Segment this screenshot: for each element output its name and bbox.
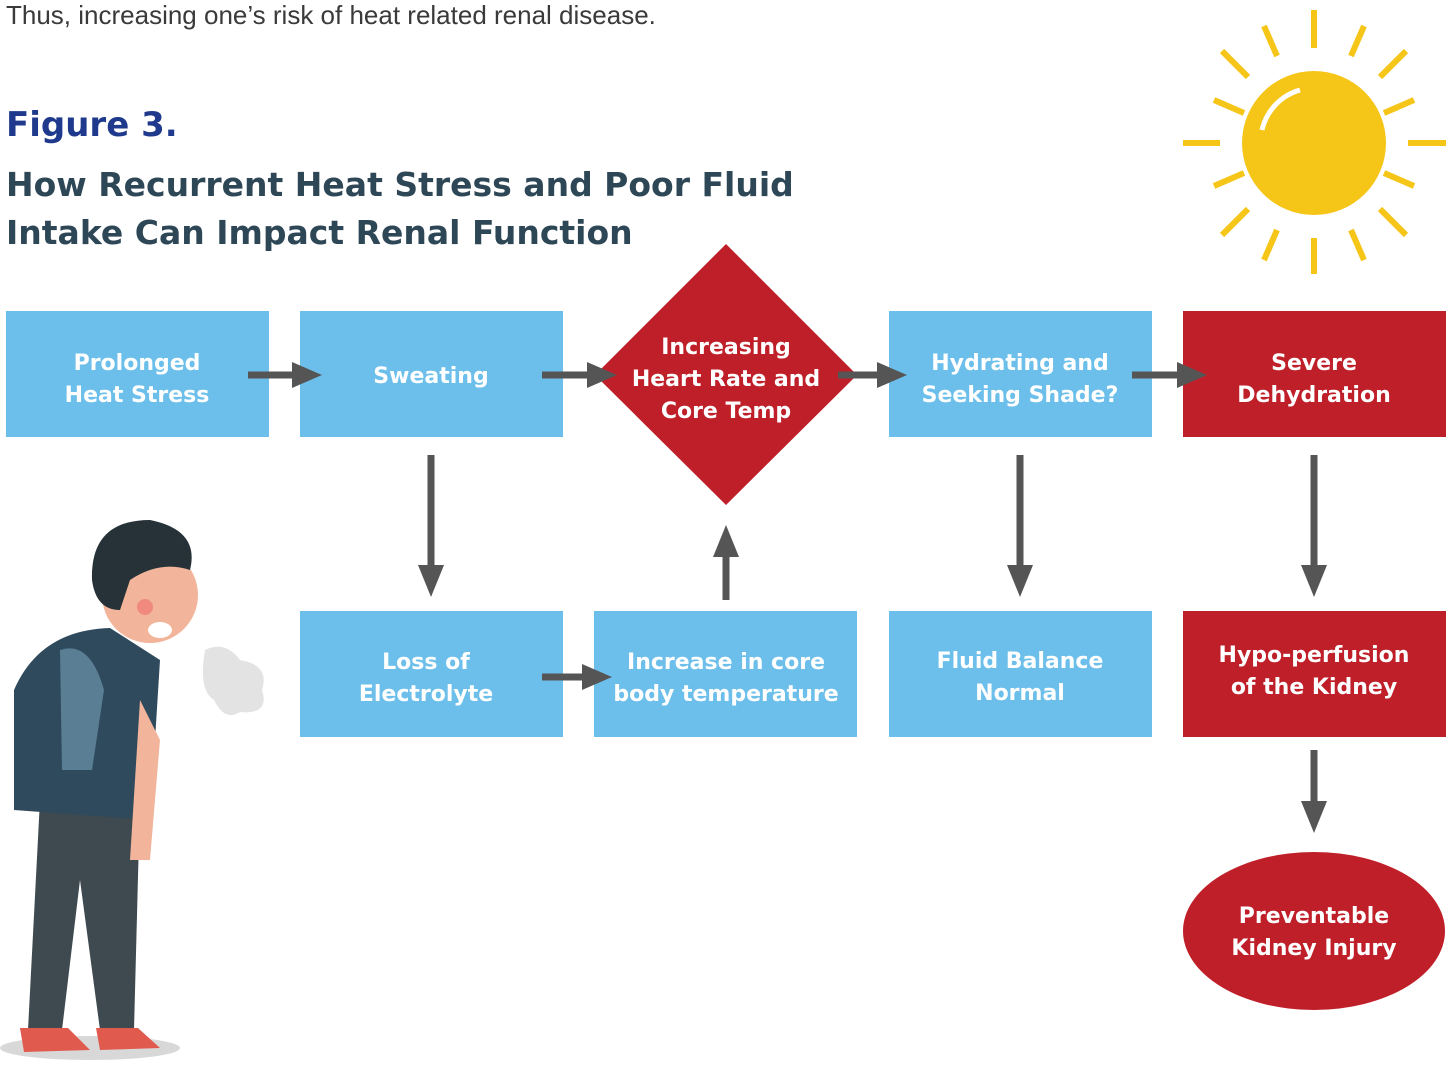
- label-line: Core Temp: [661, 399, 791, 424]
- title-line: Intake Can Impact Renal Function: [6, 213, 633, 252]
- arrow-head: [1007, 565, 1033, 597]
- process-box: [889, 611, 1152, 737]
- label-line: Seeking Shade?: [922, 383, 1119, 408]
- arrow-head: [1301, 801, 1327, 833]
- arrow-head: [418, 565, 444, 597]
- label-line: Dehydration: [1237, 383, 1390, 408]
- outcome-ellipse: [1183, 852, 1445, 1010]
- line-stroke: [1380, 209, 1406, 235]
- person-illustration: [0, 520, 264, 1060]
- shape: [1242, 71, 1386, 215]
- label-line: Heart Rate and: [632, 367, 820, 392]
- page: {"intro": "Thus, increasing one’s risk o…: [0, 0, 1454, 1066]
- shape: [28, 800, 140, 1030]
- label-line: Hypo-perfusion: [1219, 643, 1410, 668]
- figure-label: Figure 3.: [6, 105, 178, 145]
- shape: [203, 647, 264, 715]
- line-stroke: [1222, 51, 1248, 77]
- line-stroke: [1222, 209, 1248, 235]
- shape: [137, 599, 153, 615]
- label-line: Increase in core: [627, 650, 825, 675]
- label-line: of the Kidney: [1231, 675, 1397, 700]
- node-label: Sweating: [373, 364, 488, 389]
- process-box: [1183, 611, 1446, 737]
- title-line: How Recurrent Heat Stress and Poor Fluid: [6, 165, 794, 204]
- label-line: Preventable: [1239, 904, 1389, 929]
- label-line: Fluid Balance: [937, 649, 1104, 674]
- label-line: Sweating: [373, 364, 488, 389]
- label-line: Heat Stress: [65, 383, 210, 408]
- label-line: Increasing: [661, 335, 791, 360]
- line-stroke: [1384, 100, 1414, 113]
- line-stroke: [1264, 230, 1277, 260]
- diagram: Thus, increasing one’s risk of heat rela…: [0, 0, 1454, 1066]
- label-line: Kidney Injury: [1231, 936, 1396, 961]
- line-stroke: [1214, 173, 1244, 186]
- line-stroke: [1384, 173, 1414, 186]
- line-stroke: [1214, 100, 1244, 113]
- intro-text: Thus, increasing one’s risk of heat rela…: [6, 0, 656, 30]
- line-stroke: [1380, 51, 1406, 77]
- label-line: Hydrating and: [931, 351, 1109, 376]
- shape: [96, 1028, 160, 1050]
- label-line: Severe: [1271, 351, 1357, 376]
- label-line: Loss of: [382, 650, 470, 675]
- label-line: Electrolyte: [359, 682, 493, 707]
- line-stroke: [1264, 26, 1277, 56]
- sun-icon: [1183, 10, 1446, 274]
- shape: [148, 622, 172, 638]
- shape: [20, 1028, 90, 1052]
- label-line: Prolonged: [74, 351, 201, 376]
- arrow-head: [1301, 565, 1327, 597]
- label-line: Normal: [975, 681, 1065, 706]
- label-line: body temperature: [613, 682, 838, 707]
- arrow-head: [713, 525, 739, 557]
- line-stroke: [1351, 26, 1364, 56]
- line-stroke: [1351, 230, 1364, 260]
